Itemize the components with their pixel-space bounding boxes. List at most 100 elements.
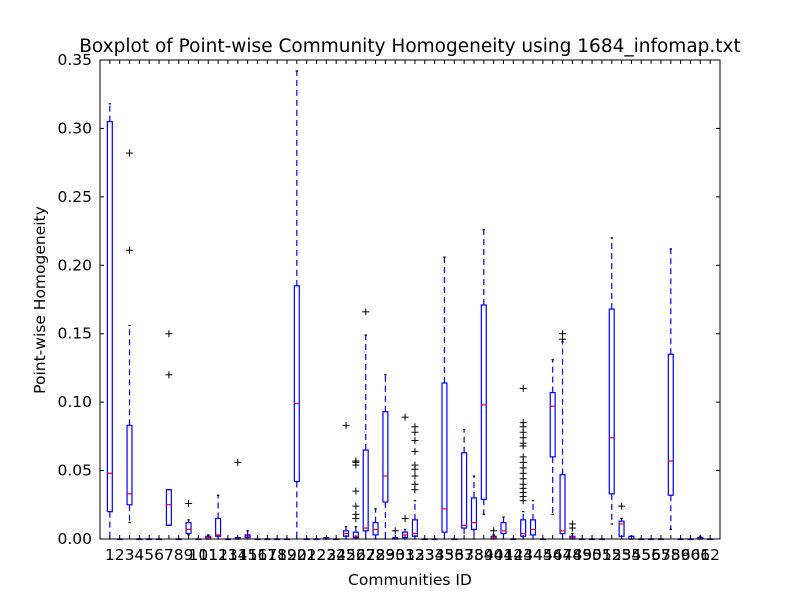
x-tick-label: 62	[700, 546, 720, 564]
x-tick-label: 13	[218, 546, 238, 564]
iqr-box	[608, 308, 615, 495]
box-1	[106, 103, 113, 540]
y-tick-label: 0.05	[57, 462, 92, 480]
x-tick-label: 47	[553, 546, 573, 564]
plot-ticks	[100, 59, 720, 540]
x-tick-label: 60	[681, 546, 701, 564]
flier-point	[559, 330, 567, 338]
x-tick-label: 10	[189, 546, 209, 564]
x-tick-label: 27	[356, 546, 376, 564]
x-tick-label: 37	[454, 546, 474, 564]
iqr-box	[549, 391, 556, 458]
x-tick-label: 11	[198, 546, 218, 564]
box-35	[441, 256, 448, 540]
x-tick-label: 12	[208, 546, 228, 564]
box-39	[480, 229, 487, 515]
box-58	[667, 248, 674, 531]
boxes	[106, 70, 714, 541]
x-tick-label: 51	[592, 546, 612, 564]
flier-point	[352, 510, 360, 518]
chart-title: Boxplot of Point-wise Community Homogene…	[79, 36, 741, 57]
iqr-box	[667, 353, 674, 496]
iqr-box	[520, 519, 527, 537]
x-tick-label: 54	[622, 546, 642, 564]
x-tick-label: 14	[228, 546, 248, 564]
iqr-box	[362, 449, 369, 532]
box-7	[165, 330, 173, 526]
box-32	[411, 423, 419, 540]
box-46	[549, 359, 556, 515]
y-tick-label: 0.00	[57, 530, 92, 548]
x-tick-label: 25	[336, 546, 356, 564]
iqr-box	[470, 497, 478, 531]
box-15	[244, 530, 251, 540]
x-tick-label: 21	[297, 546, 317, 564]
x-tick-label: 19	[277, 546, 297, 564]
y-tick-label: 0.10	[57, 393, 92, 411]
x-tick-label: 48	[563, 546, 583, 564]
x-tick-labels: 1 2 3 4 5 6 7 8 91011121314151617181920212223242…	[105, 546, 720, 564]
x-tick-label: 6	[154, 546, 164, 564]
x-tick-label: 59	[671, 546, 691, 564]
flier-point	[391, 527, 399, 535]
x-tick-label: 36	[444, 546, 464, 564]
x-tick-label: 2	[115, 546, 125, 564]
box-28	[372, 508, 379, 540]
box-52	[608, 237, 615, 525]
box-48	[568, 520, 576, 540]
box-27	[362, 308, 370, 540]
x-tick-label: 40	[484, 546, 504, 564]
x-tick-label: 52	[602, 546, 622, 564]
box-12	[215, 494, 222, 540]
flier-point	[411, 472, 419, 480]
box-29	[382, 374, 389, 540]
x-tick-label: 26	[346, 546, 366, 564]
iqr-box	[441, 382, 448, 533]
x-tick-label: 4	[134, 546, 144, 564]
flier-point	[401, 514, 409, 522]
box-43	[519, 384, 527, 540]
y-tick-label: 0.15	[57, 325, 92, 343]
x-tick-label: 15	[238, 546, 258, 564]
x-tick-label: 41	[494, 546, 514, 564]
x-tick-label: 45	[533, 546, 553, 564]
flier-point	[411, 480, 419, 488]
box-44	[529, 500, 537, 540]
x-tick-label: 33	[415, 546, 435, 564]
x-tick-label: 17	[257, 546, 277, 564]
iqr-box	[106, 120, 113, 513]
box-31	[401, 413, 409, 540]
box-20	[293, 70, 300, 540]
flier-point	[411, 436, 419, 444]
box-25	[342, 421, 350, 540]
x-tick-label: 24	[326, 546, 346, 564]
x-tick-label: 18	[267, 546, 287, 564]
x-tick-label: 31	[395, 546, 415, 564]
box-9	[185, 499, 193, 536]
iqr-box	[293, 285, 300, 483]
y-tick-labels: 0.00 0.05 0.10 0.15 0.20 0.25 0.30 0.35	[57, 51, 92, 548]
y-tick-label: 0.25	[57, 188, 92, 206]
iqr-box	[529, 519, 537, 536]
x-tick-label: 20	[287, 546, 307, 564]
x-axis-label: Communities ID	[348, 571, 472, 589]
iqr-box	[372, 521, 379, 536]
flier-point	[352, 457, 360, 465]
x-tick-label: 50	[582, 546, 602, 564]
x-tick-label: 28	[366, 546, 386, 564]
flier-point	[234, 458, 242, 466]
x-tick-label: 46	[543, 546, 563, 564]
box-53	[618, 502, 626, 540]
iqr-box	[215, 517, 222, 537]
y-axis-label: Point-wise Homogeneity	[31, 206, 49, 394]
x-tick-label: 9	[184, 546, 194, 564]
x-tick-label: 7	[164, 546, 174, 564]
flier-point	[342, 421, 350, 429]
iqr-box	[165, 489, 172, 526]
flier-point	[126, 149, 134, 157]
x-tick-label: 34	[425, 546, 445, 564]
x-tick-label: 56	[641, 546, 661, 564]
flier-point	[165, 330, 173, 338]
x-tick-label: 53	[612, 546, 632, 564]
